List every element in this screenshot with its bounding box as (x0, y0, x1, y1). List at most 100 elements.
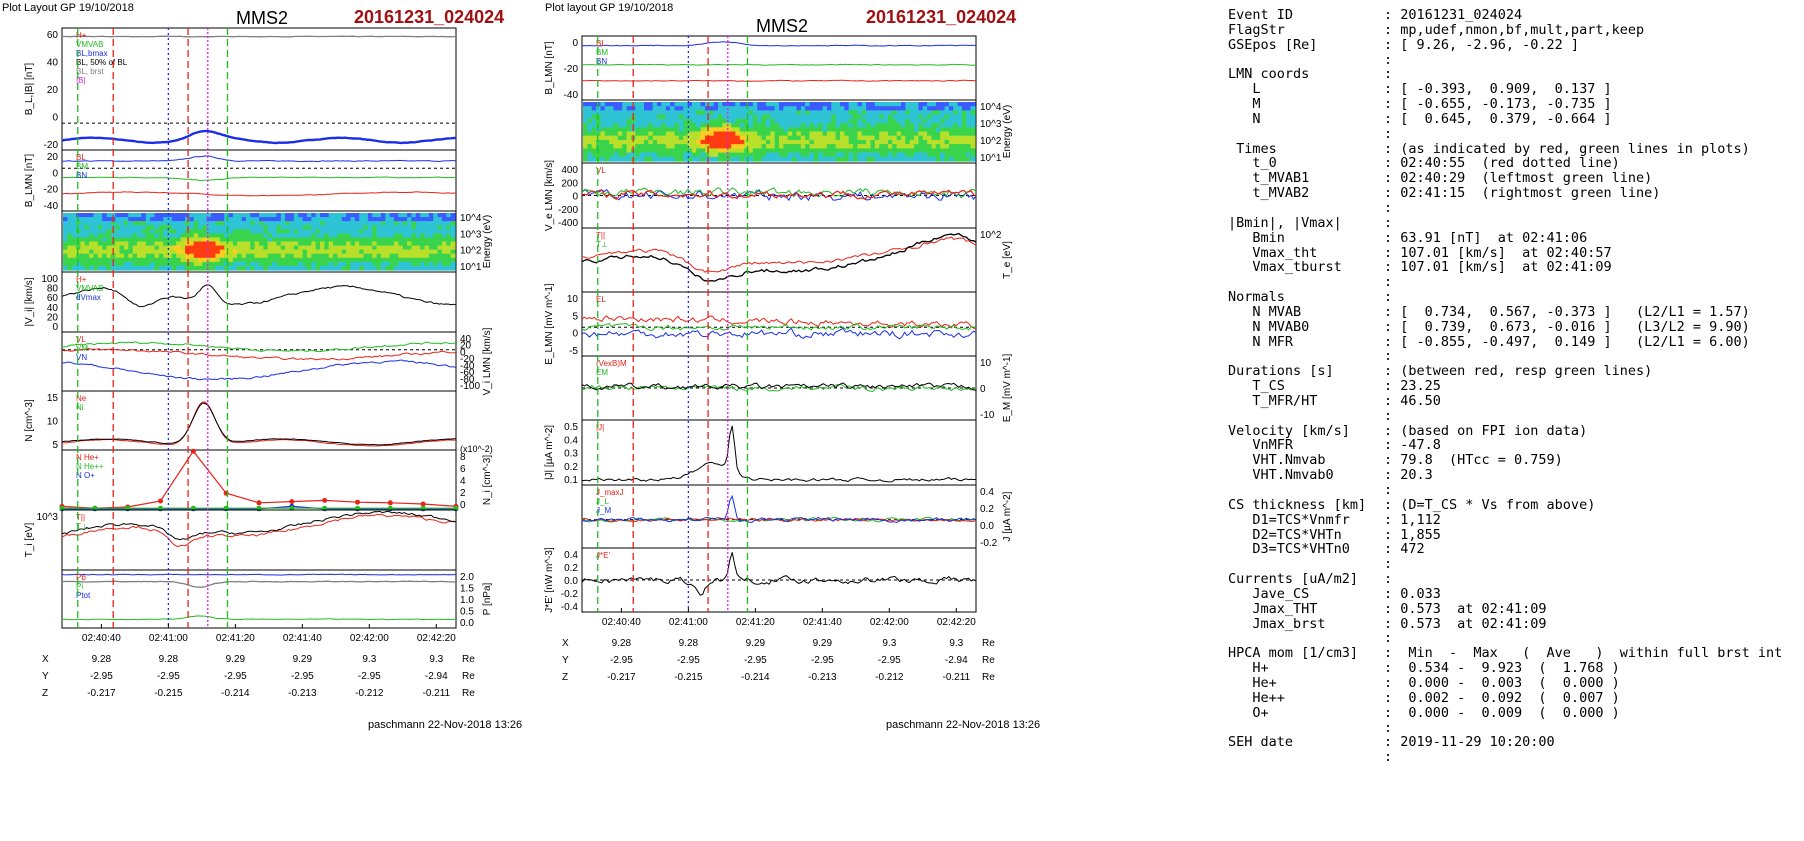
spectrogram-cell (718, 156, 723, 162)
position-value: 9.3 (882, 638, 896, 649)
spectrogram-cell (167, 257, 173, 263)
spectrogram-cell (731, 110, 737, 116)
spectrogram-cell (163, 265, 169, 271)
info-value: : (1384, 630, 1393, 647)
info-row: : (1228, 349, 1782, 364)
spectrogram-cell (761, 123, 767, 128)
spectrogram-cell (644, 156, 649, 162)
spectrogram-cell (661, 148, 667, 154)
info-label: FlagStr (1228, 21, 1285, 38)
spectrogram-cell (600, 127, 606, 133)
spectrogram-cell (245, 213, 251, 218)
spectrogram-cell (115, 253, 121, 259)
spectrogram-cell (596, 110, 602, 116)
spectrogram-cell (245, 257, 251, 263)
spectrogram-cell (644, 118, 649, 124)
spectrogram-cell (189, 225, 195, 230)
spectrogram-cell (407, 217, 413, 222)
spectrogram-cell (333, 233, 338, 239)
spectrogram-cell (163, 237, 169, 243)
spectrogram-cell (822, 131, 828, 137)
spectrogram-cell (441, 265, 447, 271)
spectrogram-cell (796, 148, 802, 154)
y-tick-label: 0.5 (564, 422, 578, 433)
spectrogram-cell (909, 123, 915, 128)
spectrogram-cell (415, 237, 421, 243)
spectrogram-cell (289, 265, 295, 271)
spectrogram-cell (441, 249, 447, 255)
y-tick-label: 0 (460, 500, 466, 511)
spectrogram-cell (613, 148, 619, 154)
spectrogram-cell (857, 102, 863, 107)
spectrogram-cell (674, 148, 680, 154)
spectrogram-cell (739, 127, 745, 133)
info-row: Normals: (1228, 290, 1782, 305)
info-label: Event ID (1228, 7, 1294, 23)
spectrogram-cell (639, 127, 645, 133)
spectrogram-cell (376, 213, 382, 218)
y-tick-label: 10^1 (980, 153, 1002, 164)
spectrogram-cell (93, 233, 99, 239)
spectrogram-cell (132, 265, 138, 271)
spectrogram-cell (931, 106, 937, 111)
spectrogram-cell (263, 265, 269, 271)
info-row: N: [ 0.645, 0.379, -0.664 ] (1228, 111, 1782, 127)
spectrogram-cell (609, 123, 615, 128)
spectrogram-cell (670, 156, 676, 162)
spectrogram-cell (341, 261, 347, 267)
spectrogram-cell (822, 114, 828, 120)
spectrogram-cell (350, 225, 356, 230)
spectrogram-cell (89, 261, 95, 267)
spectrogram-cell (202, 253, 208, 259)
spectrogram-cell (254, 265, 260, 271)
spectrogram-cell (145, 245, 151, 251)
spectrogram-cell (359, 225, 365, 230)
spectrogram-cell (657, 127, 662, 133)
spectrogram-cell (683, 102, 689, 107)
info-value: : 0.534 - 9.923 ( 1.768 ) (1384, 660, 1620, 677)
spectrogram-cell (870, 123, 876, 128)
spectrogram-cell (132, 233, 138, 239)
spectrogram-cell (970, 118, 976, 124)
info-value: : 2019-11-29 10:20:00 (1384, 734, 1555, 751)
info-row: H+: 0.534 - 9.923 ( 1.768 ) (1228, 661, 1782, 676)
spectrogram-cell (293, 241, 299, 247)
spectrogram-cell (779, 144, 784, 149)
spectrogram-cell (887, 156, 893, 162)
spectrogram-cell (228, 249, 234, 255)
spectrogram-cell (691, 118, 697, 124)
spectrogram-cell (713, 118, 719, 124)
spectrogram-cell (420, 257, 426, 263)
mid-spacecraft-title: MMS2 (756, 16, 809, 36)
spectrogram-cell (250, 265, 256, 271)
spectrogram-cell (761, 156, 767, 162)
spectrogram-cell (809, 123, 815, 128)
spectrogram-cell (254, 253, 260, 259)
spectrogram-cell (665, 118, 671, 124)
spectrogram-cell (596, 106, 602, 111)
spectrogram-cell (713, 148, 719, 154)
spectrogram-cell (420, 221, 426, 226)
y-tick-label: -80 (460, 374, 475, 385)
spectrogram-cell (609, 144, 615, 149)
spectrogram-cell (940, 127, 946, 133)
spectrogram-cell (389, 217, 395, 222)
spectrogram-cell (935, 102, 941, 107)
em-line (581, 322, 977, 332)
spectrogram-cell (883, 144, 889, 149)
spectrogram-cell (905, 118, 911, 124)
spectrogram-cell (71, 261, 77, 267)
info-row: : (1228, 126, 1782, 142)
spectrogram-cell (591, 110, 597, 116)
spectrogram-cell (683, 106, 689, 111)
bm-line (61, 176, 457, 182)
spectrogram-cell (219, 217, 225, 222)
spectrogram-cell (604, 152, 610, 158)
spectrogram-cell (411, 217, 417, 222)
time-tick-label: 02:42:00 (350, 633, 389, 644)
panel-frame (61, 331, 457, 392)
spectrogram-cell (905, 152, 911, 158)
spectrogram-cell (80, 241, 86, 247)
spectrogram-cell (626, 110, 632, 116)
spectrogram-cell (367, 221, 373, 226)
